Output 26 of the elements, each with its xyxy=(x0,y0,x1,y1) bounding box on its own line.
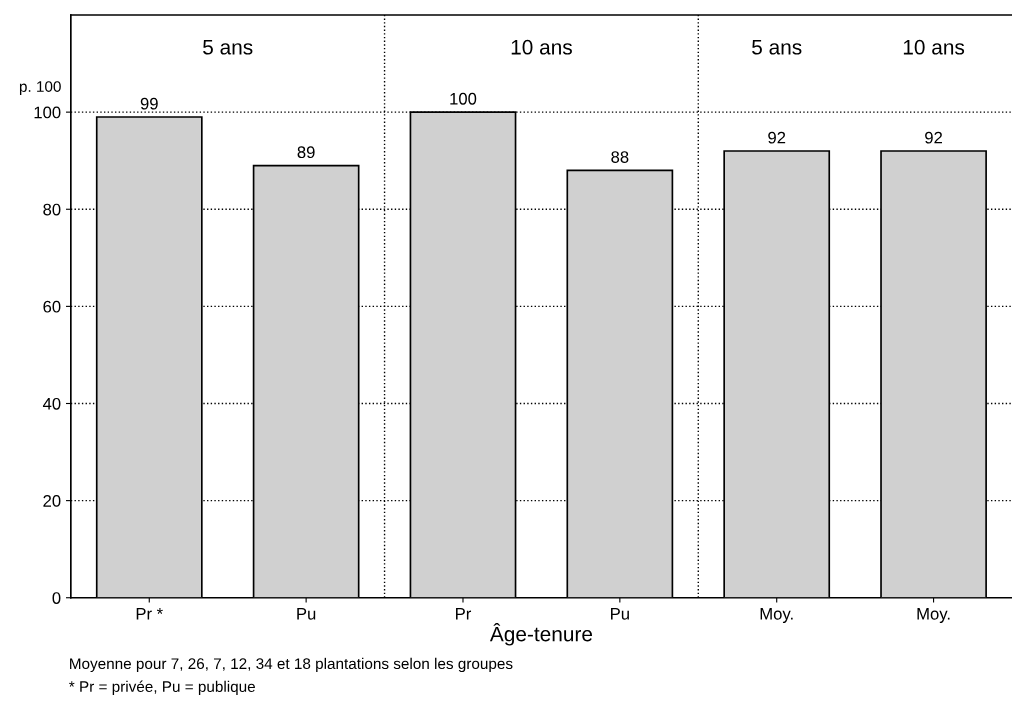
x-tick-label: Pu xyxy=(297,608,316,620)
y-tick-label: 100 xyxy=(34,106,61,119)
data-label: 92 xyxy=(925,131,942,144)
y-tick-label: 40 xyxy=(42,397,61,410)
text: * Pr = privée, Pu = publique xyxy=(69,680,255,696)
y-axis-title: p. 100 xyxy=(19,81,61,95)
x-tick-label: Moy. xyxy=(917,608,950,623)
annotation: 10 ans xyxy=(511,39,572,55)
x-tick-label: Pu xyxy=(611,608,629,620)
x-axis-title: Âge-tenure xyxy=(489,623,593,646)
y-tick-label: 20 xyxy=(43,495,61,507)
data-label: 100 xyxy=(450,92,477,105)
x-tick-label: Moy. xyxy=(760,608,793,623)
annotation: 5 ans xyxy=(203,40,253,55)
y-tick-label: 80 xyxy=(43,203,61,216)
text: Moyenne pour 7, 26, 7, 12, 34 et 18 plantations selon les groupes xyxy=(70,657,513,673)
x-tick-label: Pr * xyxy=(136,608,163,620)
data-label: 89 xyxy=(297,146,315,159)
y-tick-label: 60 xyxy=(43,300,61,313)
data-label: 99 xyxy=(140,97,158,110)
data-label: 88 xyxy=(611,151,629,163)
data-label: 92 xyxy=(768,131,786,144)
x-tick-label: Pr xyxy=(456,608,472,620)
annotation: 10 ans xyxy=(903,39,965,55)
y-tick-label: 0 xyxy=(52,592,61,604)
annotation: 5 ans xyxy=(752,40,802,55)
